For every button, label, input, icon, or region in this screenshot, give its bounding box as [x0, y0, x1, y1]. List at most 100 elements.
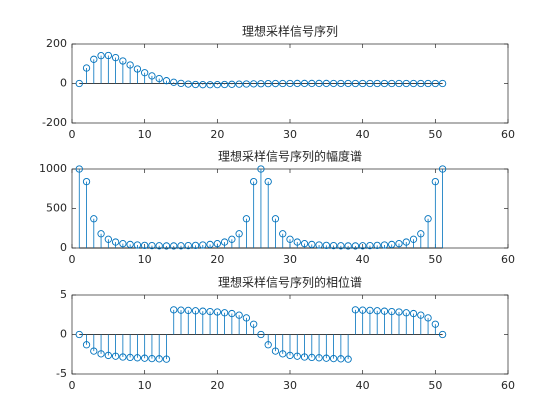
stem-marker	[184, 241, 192, 250]
y-tick-label: 500	[46, 202, 67, 215]
stem-marker	[351, 242, 360, 250]
stem-marker	[228, 309, 236, 318]
stem-marker	[206, 81, 214, 89]
axes-title: 理想采样信号序列的相位谱	[218, 275, 362, 290]
stem-marker	[279, 230, 287, 238]
stem-marker	[366, 306, 374, 315]
stem-marker	[148, 241, 156, 250]
stem-marker	[351, 79, 360, 88]
y-tick-label: 0	[60, 77, 67, 90]
x-tick-label: 50	[428, 128, 442, 141]
stem-marker	[191, 307, 200, 315]
stem-marker	[293, 352, 301, 360]
stem-marker	[162, 77, 171, 85]
stem-marker	[366, 79, 374, 88]
stem-marker	[388, 307, 396, 316]
stem-marker	[308, 79, 316, 88]
stem-marker	[184, 80, 192, 88]
stem-marker	[90, 55, 98, 63]
stem-marker	[242, 215, 251, 223]
stem-marker	[111, 238, 120, 246]
stem-marker	[424, 314, 432, 322]
stem-marker	[315, 79, 323, 88]
stem-marker	[315, 354, 323, 362]
stem-marker	[395, 79, 403, 88]
stem-marker	[170, 242, 178, 250]
stem-marker	[184, 306, 192, 315]
stem-marker	[359, 242, 367, 250]
stem-marker	[177, 242, 185, 250]
stem-marker	[438, 165, 447, 173]
stem-marker	[235, 311, 243, 319]
stem-marker	[75, 79, 83, 88]
stem-marker	[228, 235, 236, 243]
stem-marker	[177, 306, 185, 314]
stem-marker	[162, 355, 171, 363]
stem-marker	[322, 79, 330, 88]
stem-marker	[126, 353, 134, 362]
stem-marker	[293, 79, 301, 88]
stem-marker	[373, 79, 381, 88]
axes-title: 理想采样信号序列的幅度谱	[218, 149, 362, 164]
stem-marker	[133, 354, 142, 362]
stem-marker	[126, 61, 134, 69]
x-tick-label: 30	[283, 253, 297, 266]
stem-marker	[409, 235, 418, 243]
stem-marker	[431, 177, 439, 186]
stem-marker	[199, 241, 207, 249]
x-tick-label: 20	[210, 253, 224, 266]
stem-marker	[213, 240, 221, 248]
stem-marker	[90, 215, 98, 223]
stem-marker	[75, 330, 83, 339]
stem-marker	[235, 230, 243, 238]
stem-marker	[141, 241, 149, 250]
stem-marker	[264, 341, 272, 349]
stem-marker	[424, 79, 432, 88]
stem-marker	[148, 72, 156, 80]
stem-marker	[220, 309, 229, 317]
x-tick-label: 40	[356, 379, 370, 392]
y-tick-label: 1000	[39, 162, 67, 175]
x-tick-label: 60	[501, 379, 515, 392]
stem-marker	[337, 355, 345, 363]
x-tick-label: 20	[210, 128, 224, 141]
stem-marker	[119, 353, 127, 361]
stem-marker	[337, 242, 345, 250]
x-tick-label: 20	[210, 379, 224, 392]
stem-marker	[417, 311, 425, 319]
stem-marker	[82, 177, 91, 186]
y-tick-label: 5	[60, 288, 67, 301]
x-tick-label: 40	[356, 128, 370, 141]
x-tick-label: 0	[69, 253, 76, 266]
stem-marker	[438, 330, 447, 339]
stem-marker	[133, 65, 142, 73]
stem-marker	[119, 240, 127, 248]
stem-marker	[329, 79, 338, 88]
y-tick-label: 0	[60, 241, 67, 254]
stem-marker	[228, 80, 236, 88]
stem-marker	[344, 242, 352, 250]
stem-marker	[402, 238, 410, 246]
stem-marker	[97, 52, 105, 60]
stem-marker	[170, 306, 178, 314]
stem-marker	[257, 330, 265, 339]
stem-marker	[75, 165, 83, 173]
stem-marker	[264, 177, 272, 186]
x-tick-label: 60	[501, 253, 515, 266]
stem-marker	[104, 351, 112, 360]
stem-marker	[337, 79, 345, 88]
stem-marker	[257, 165, 265, 173]
stem-marker	[242, 314, 251, 322]
x-tick-label: 0	[69, 379, 76, 392]
stem-marker	[126, 240, 134, 249]
stem-marker	[286, 351, 294, 360]
y-tick-label: 200	[46, 37, 67, 50]
stem-marker	[329, 354, 338, 363]
stem-marker	[388, 240, 396, 249]
stem-marker	[286, 235, 294, 243]
stem-marker	[271, 347, 280, 355]
stem-marker	[402, 309, 410, 317]
stem-marker	[191, 241, 200, 250]
stem-marker	[402, 79, 410, 88]
